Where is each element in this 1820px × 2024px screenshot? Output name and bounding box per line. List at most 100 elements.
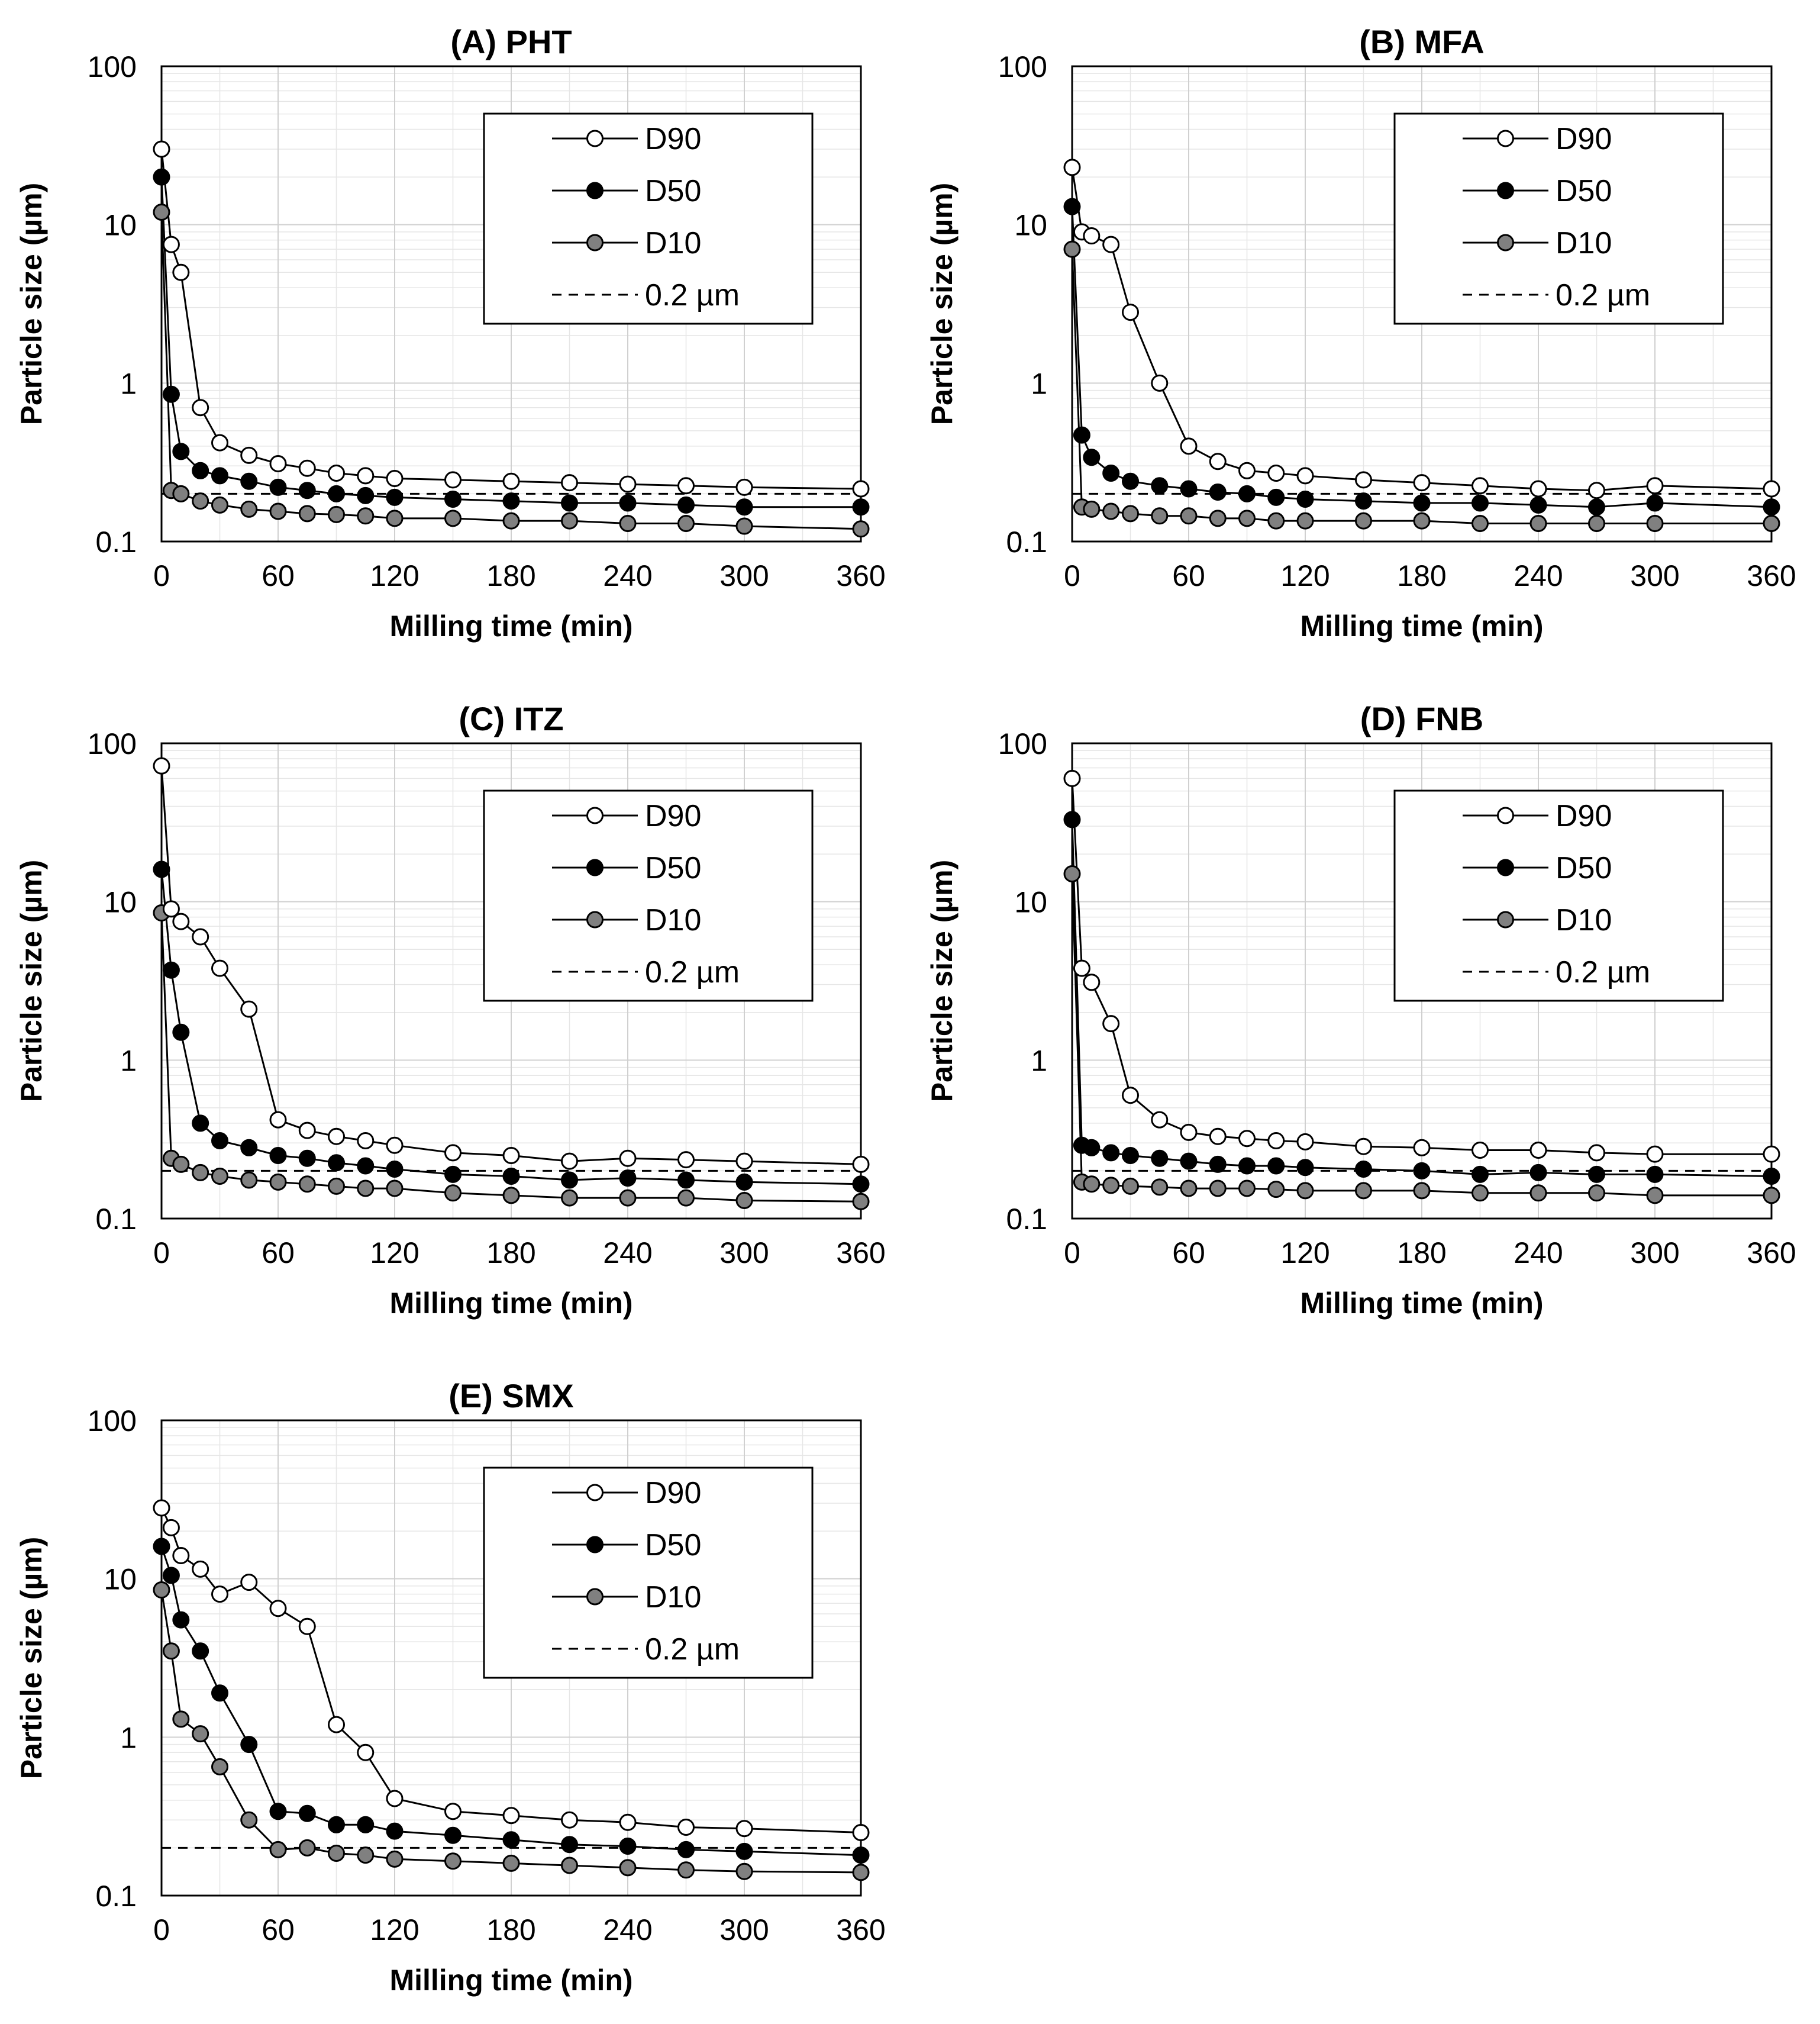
legend-label: 0.2 µm bbox=[1556, 955, 1650, 990]
data-point-d10 bbox=[240, 500, 258, 518]
data-point-d50 bbox=[172, 443, 190, 460]
legend-label: D50 bbox=[645, 174, 701, 208]
chart-title: (C) ITZ bbox=[459, 700, 563, 737]
data-point-d10 bbox=[298, 505, 316, 523]
data-point-d10 bbox=[677, 515, 695, 533]
data-point-d10 bbox=[619, 515, 637, 533]
data-point-d50 bbox=[444, 1826, 462, 1844]
chart-panel-2: (B) MFA 100 10 1 0.1 0 60 120 180 240 300 360 Millin… bbox=[925, 23, 1796, 643]
data-point-d10 bbox=[298, 1175, 316, 1193]
data-point-d50 bbox=[269, 478, 287, 496]
data-point-d10 bbox=[502, 1187, 520, 1204]
x-tick-label: 120 bbox=[1280, 1236, 1329, 1269]
legend-label: D50 bbox=[645, 851, 701, 885]
data-point-d90 bbox=[1083, 974, 1101, 991]
data-point-d10 bbox=[192, 492, 209, 510]
y-tick-label: 10 bbox=[1014, 886, 1047, 919]
data-point-d90 bbox=[1180, 437, 1198, 455]
data-point-d10 bbox=[298, 1839, 316, 1857]
data-point-d10 bbox=[1083, 1175, 1101, 1193]
data-point-d50 bbox=[1413, 494, 1431, 512]
legend-label: D50 bbox=[1556, 851, 1612, 885]
x-tick-label: 180 bbox=[1397, 559, 1446, 592]
data-point-d10 bbox=[1063, 865, 1081, 883]
legend-label: 0.2 µm bbox=[645, 1632, 740, 1667]
data-point-d50 bbox=[298, 482, 316, 499]
x-tick-label: 0 bbox=[1064, 559, 1080, 592]
x-axis-label: Milling time (min) bbox=[389, 1287, 633, 1320]
data-point-d90 bbox=[1296, 467, 1314, 485]
y-tick-label: 0.1 bbox=[95, 526, 137, 559]
data-point-d10 bbox=[1529, 515, 1547, 533]
data-point-d10 bbox=[172, 485, 190, 502]
data-point-d10 bbox=[1588, 1184, 1605, 1202]
y-axis-label: Particle size (µm) bbox=[15, 860, 48, 1103]
data-point-d10 bbox=[328, 505, 345, 523]
legend-box bbox=[483, 1467, 814, 1679]
x-tick-label: 120 bbox=[370, 559, 419, 592]
y-tick-label: 100 bbox=[88, 727, 137, 760]
data-point-d10 bbox=[328, 1844, 345, 1862]
data-point-d90 bbox=[561, 1152, 578, 1170]
data-point-d90 bbox=[1180, 1123, 1198, 1141]
data-point-d10 bbox=[1209, 1179, 1227, 1197]
x-axis-label: Milling time (min) bbox=[1300, 610, 1543, 643]
x-tick-label: 60 bbox=[1172, 1236, 1205, 1269]
legend: D90 D50 D10 0.2 µm bbox=[483, 789, 814, 1002]
x-axis-label: Milling time (min) bbox=[1300, 1287, 1543, 1320]
data-point-d10 bbox=[1267, 1181, 1285, 1198]
x-tick-label: 60 bbox=[262, 559, 295, 592]
data-point-d50 bbox=[162, 385, 180, 403]
data-point-d50 bbox=[1238, 1157, 1256, 1175]
data-point-d90 bbox=[1646, 477, 1664, 495]
data-point-d90 bbox=[1472, 477, 1489, 495]
data-point-d50 bbox=[172, 1023, 190, 1041]
data-point-d90 bbox=[677, 1819, 695, 1836]
data-point-d90 bbox=[502, 472, 520, 490]
data-point-d10 bbox=[1180, 1179, 1198, 1197]
x-tick-label: 0 bbox=[153, 1236, 170, 1269]
data-point-d90 bbox=[1588, 482, 1605, 499]
data-point-d50 bbox=[561, 1836, 578, 1854]
x-tick-label: 360 bbox=[836, 559, 885, 592]
data-point-d50 bbox=[1102, 465, 1120, 482]
data-point-d90 bbox=[172, 913, 190, 930]
data-point-d50 bbox=[1763, 498, 1780, 516]
data-point-d90 bbox=[677, 477, 695, 495]
data-point-d50 bbox=[240, 1736, 258, 1754]
data-point-d10 bbox=[386, 1850, 404, 1868]
y-axis-label: Particle size (µm) bbox=[925, 860, 959, 1103]
data-point-d10 bbox=[1180, 507, 1198, 525]
data-point-d90 bbox=[357, 467, 375, 485]
data-point-d50 bbox=[735, 498, 753, 516]
y-tick-label: 1 bbox=[120, 1044, 137, 1077]
x-tick-label: 0 bbox=[153, 1913, 170, 1946]
y-tick-label: 10 bbox=[104, 209, 137, 242]
data-point-d50 bbox=[1413, 1162, 1431, 1179]
data-point-d10 bbox=[1102, 1177, 1120, 1194]
data-point-d50 bbox=[1472, 1165, 1489, 1183]
data-point-d90 bbox=[619, 1149, 637, 1167]
data-point-d10 bbox=[502, 1854, 520, 1872]
data-point-d90 bbox=[192, 399, 209, 417]
data-point-d90 bbox=[852, 1155, 870, 1173]
data-point-d90 bbox=[269, 1600, 287, 1617]
data-point-d10 bbox=[1209, 510, 1227, 527]
data-point-d10 bbox=[269, 1173, 287, 1191]
data-point-d10 bbox=[192, 1725, 209, 1743]
data-point-d90 bbox=[1238, 462, 1256, 479]
data-point-d50 bbox=[1180, 480, 1198, 498]
data-point-d90 bbox=[386, 1136, 404, 1154]
legend-label: 0.2 µm bbox=[1556, 278, 1650, 312]
data-point-d50 bbox=[677, 496, 695, 514]
data-point-d50 bbox=[1296, 1159, 1314, 1177]
data-point-d90 bbox=[1529, 1142, 1547, 1159]
legend-label: D50 bbox=[645, 1528, 701, 1562]
legend-box bbox=[1393, 112, 1724, 325]
data-point-d50 bbox=[162, 1567, 180, 1584]
data-point-d90 bbox=[328, 1127, 345, 1145]
x-tick-label: 360 bbox=[1747, 559, 1796, 592]
y-tick-label: 10 bbox=[104, 1563, 137, 1596]
data-point-d90 bbox=[357, 1132, 375, 1149]
data-point-d50 bbox=[357, 1816, 375, 1833]
